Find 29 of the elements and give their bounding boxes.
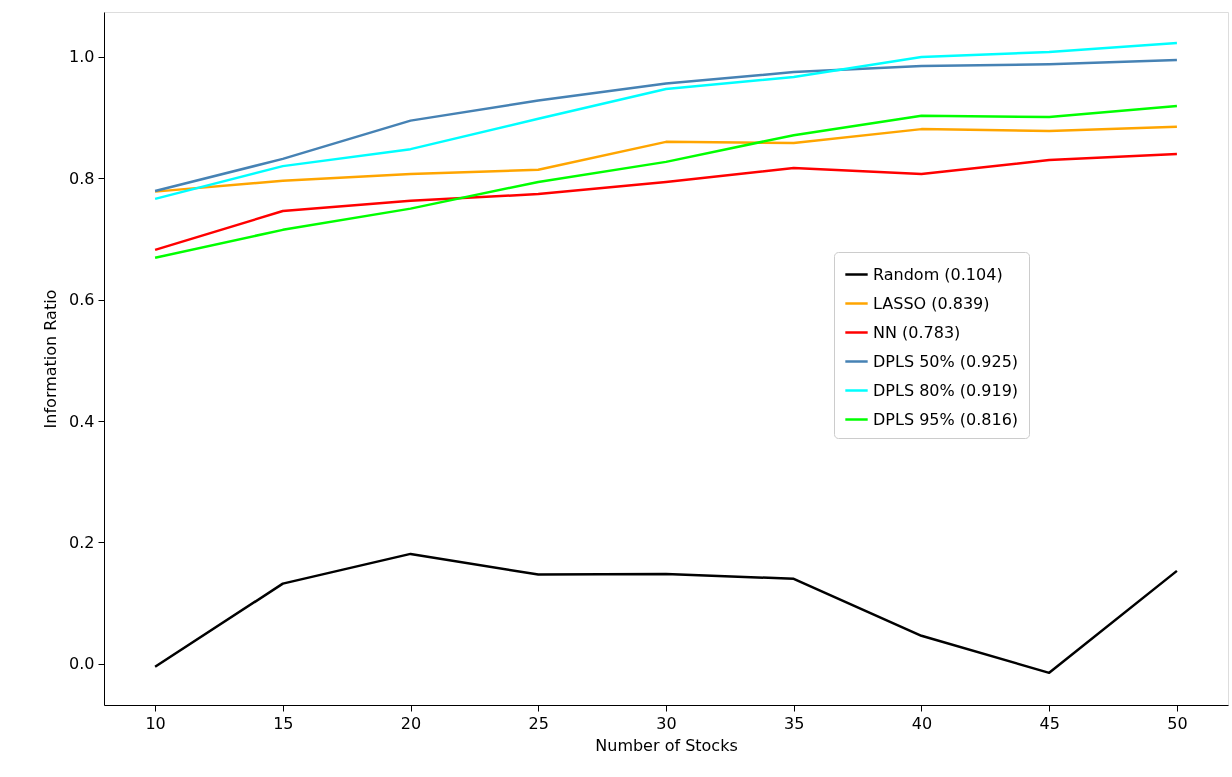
y-tick-label: 0.4 [69,411,95,431]
line-series [153,58,1179,193]
x-axis-title: Number of Stocks [595,735,738,755]
legend-label: DPLS 95% (0.816) [873,409,1019,429]
y-tick-label: 1.0 [69,47,95,67]
x-tick-label: 50 [1167,713,1188,733]
line-series [153,125,1179,193]
line-series [153,41,1179,201]
x-tick-label: 40 [911,713,933,733]
x-tick-label: 10 [145,713,166,733]
legend-label: NN (0.783) [873,322,961,342]
y-tick-label: 0.0 [69,654,95,674]
line-series [153,152,1179,252]
y-tick-label: 0.6 [69,290,95,310]
x-tick-label: 20 [400,713,422,733]
x-tick-label: 30 [656,713,677,733]
y-axis-title: Information Ratio [41,289,61,429]
legend-label: LASSO (0.839) [873,293,990,313]
legend-label: DPLS 50% (0.925) [873,351,1019,371]
y-tick-label: 0.2 [69,532,95,552]
legend-label: DPLS 80% (0.919) [873,380,1019,400]
x-tick-label: 25 [528,713,549,733]
x-tick-label: 35 [784,713,805,733]
x-tick-label: 15 [273,713,294,733]
line-series [153,552,1179,675]
line-series [153,104,1179,260]
x-tick-label: 45 [1039,713,1060,733]
legend-label: Random (0.104) [873,264,1003,284]
y-tick-label: 0.8 [69,168,95,188]
